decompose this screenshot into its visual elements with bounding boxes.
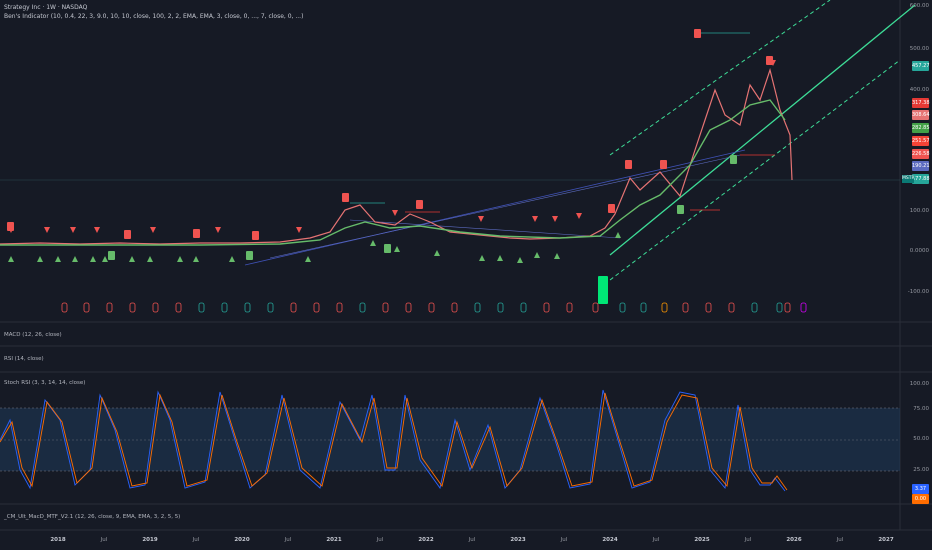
price-axis-label: 0.0000 (909, 248, 929, 254)
trend-line (269, 154, 741, 259)
channel-upper-line (609, 0, 831, 156)
signal-glyph-row (61, 302, 807, 313)
stoch-band (0, 408, 900, 471)
time-axis-label: Jul (560, 537, 568, 543)
stoch-axis-label: 100.00 (909, 381, 929, 387)
price-tag: 226.58 (912, 149, 930, 159)
price-axis-label: 500.00 (909, 46, 929, 52)
time-axis-label: 2027 (878, 537, 894, 543)
ma-line (0, 99, 786, 246)
stoch-k-tag: 3.37 (912, 484, 929, 494)
price-axis-label: 400.00 (909, 87, 929, 93)
trend-line (244, 149, 746, 266)
stoch-pane-title[interactable]: Stoch RSI (3, 3, 14, 14, close) (4, 380, 86, 386)
indicator-legend[interactable]: Ben's Indicator (10, 0.4, 22, 3, 9.0, 10… (4, 13, 304, 20)
price-tag: 282.85 (912, 123, 930, 133)
symbol-legend[interactable]: Strategy Inc · 1W · NASDAQ (4, 4, 88, 11)
price-axis-label: 100.00 (909, 208, 929, 214)
last-symbol-tag: MSTR (902, 175, 915, 183)
macd-pane-title[interactable]: MACD (12, 26, close) (4, 332, 62, 338)
time-axis-label: Jul (468, 537, 476, 543)
price-line (0, 67, 793, 245)
time-axis-label: 2022 (418, 537, 434, 543)
stoch-axis-label: 75.00 (913, 406, 929, 412)
time-axis-label: 2025 (694, 537, 710, 543)
time-axis-label: Jul (836, 537, 844, 543)
signal-label-boxes (7, 29, 773, 304)
time-axis-label: 2023 (510, 537, 526, 543)
trend-line (349, 219, 621, 239)
channel-mid-line (609, 4, 916, 256)
price-tag: 308.64 (912, 110, 930, 120)
buy-markers (8, 232, 621, 263)
channel-lower-line (609, 59, 901, 281)
time-axis-label: 2019 (142, 537, 158, 543)
time-axis-label: 2024 (602, 537, 618, 543)
price-axis-label: -100.00 (907, 289, 929, 295)
time-axis-label: Jul (284, 537, 292, 543)
stoch-d-line[interactable] (0, 392, 788, 491)
cm-pane-title[interactable]: _CM_Ult_MacD_MTF_V2.1 (12, 26, close, 9,… (4, 514, 181, 520)
time-axis-label: 2021 (326, 537, 342, 543)
time-axis-label: Jul (376, 537, 384, 543)
time-axis-label: Jul (192, 537, 200, 543)
time-axis-label: 2026 (786, 537, 802, 543)
price-tag: 190.21 (912, 161, 930, 171)
stoch-axis-label: 50.00 (913, 436, 929, 442)
time-axis-label: 2018 (50, 537, 66, 543)
sell-markers (8, 60, 776, 233)
price-tag: 317.38 (912, 98, 930, 108)
price-tag: 251.57 (912, 136, 930, 146)
price-tag: 457.27 (912, 61, 930, 71)
stoch-axis-label: 25.00 (913, 467, 929, 473)
rsi-pane-title[interactable]: RSI (14, close) (4, 356, 44, 362)
stoch-d-tag: 0.00 (912, 494, 929, 504)
time-axis-label: Jul (744, 537, 752, 543)
time-axis-label: Jul (100, 537, 108, 543)
price-tag: 177.88 (912, 174, 930, 184)
price-axis-label: 600.00 (909, 3, 929, 9)
time-axis-label: 2020 (234, 537, 250, 543)
stoch-k-line[interactable] (0, 389, 786, 492)
time-axis-label: Jul (652, 537, 660, 543)
